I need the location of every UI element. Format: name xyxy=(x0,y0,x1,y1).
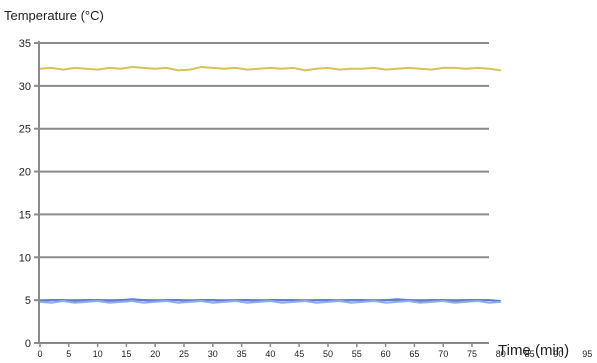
x-tick-label: 45 xyxy=(294,349,304,359)
x-tick-label: 60 xyxy=(381,349,391,359)
y-tick-label: 5 xyxy=(25,295,31,307)
x-axis-label: Time (min) xyxy=(498,342,569,359)
x-tick-label: 95 xyxy=(582,349,592,359)
x-tick-label: 85 xyxy=(525,349,535,359)
x-tick-label: 50 xyxy=(323,349,333,359)
series-line xyxy=(39,66,501,72)
x-tick-label: 10 xyxy=(93,349,103,359)
y-ticks: 0 5 10 15 20 25 30 35 xyxy=(19,38,39,350)
x-tick-label: 25 xyxy=(179,349,189,359)
x-tick-label: 80 xyxy=(496,349,506,359)
x-tick-label: 35 xyxy=(237,349,247,359)
y-tick-label: 20 xyxy=(19,167,31,179)
x-tick-label: 15 xyxy=(121,349,131,359)
y-tick-label: 15 xyxy=(19,209,31,221)
x-tick-label: 5 xyxy=(66,349,71,359)
y-axis-label: Temperature (°C) xyxy=(4,8,104,23)
x-tick-label: 75 xyxy=(467,349,477,359)
y-tick-label: 30 xyxy=(19,81,31,93)
x-tick-label: 65 xyxy=(409,349,419,359)
x-tick-label: 30 xyxy=(208,349,218,359)
x-tick-label: 20 xyxy=(150,349,160,359)
series-line xyxy=(39,300,501,304)
y-tick-label: 35 xyxy=(19,38,31,50)
grid-lines xyxy=(39,42,489,302)
x-ticks: 0 5 10 15 20 25 30 35 40 45 50 55 60 65 70 75 80 85 90 95 xyxy=(37,343,592,359)
series-lines xyxy=(39,66,501,304)
y-tick-label: 0 xyxy=(25,338,31,350)
x-tick-label: 70 xyxy=(438,349,448,359)
y-tick-label: 25 xyxy=(19,124,31,136)
x-tick-label: 0 xyxy=(37,349,42,359)
x-tick-label: 55 xyxy=(352,349,362,359)
x-tick-label: 90 xyxy=(553,349,563,359)
x-tick-label: 40 xyxy=(265,349,275,359)
y-tick-label: 10 xyxy=(19,252,31,264)
